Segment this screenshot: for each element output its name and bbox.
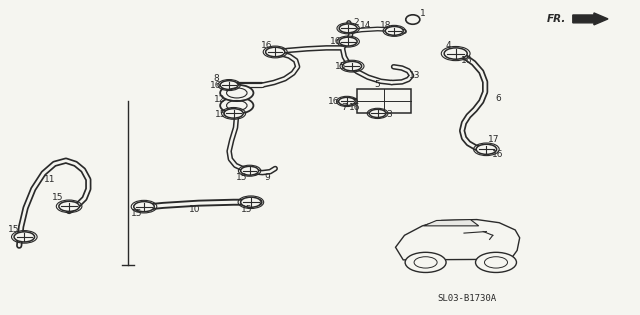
Text: 16: 16 — [328, 97, 340, 106]
Text: 16: 16 — [210, 81, 221, 89]
Text: 16: 16 — [330, 37, 342, 46]
Circle shape — [59, 201, 79, 211]
Polygon shape — [424, 220, 479, 226]
Circle shape — [476, 252, 516, 272]
Circle shape — [224, 109, 243, 118]
Text: 15: 15 — [8, 226, 20, 234]
Circle shape — [342, 61, 362, 71]
Text: 8: 8 — [214, 74, 219, 83]
Text: FR.: FR. — [547, 14, 566, 24]
Ellipse shape — [406, 15, 420, 24]
Text: 15: 15 — [335, 62, 347, 71]
Circle shape — [220, 81, 238, 89]
Text: 5: 5 — [375, 80, 380, 89]
Circle shape — [134, 202, 154, 212]
Polygon shape — [396, 220, 520, 260]
Text: 18: 18 — [380, 21, 392, 30]
Circle shape — [444, 48, 467, 59]
Circle shape — [339, 97, 355, 106]
Text: 2: 2 — [354, 18, 359, 27]
Text: 16: 16 — [349, 103, 361, 112]
Circle shape — [339, 24, 357, 33]
FancyArrow shape — [573, 13, 608, 25]
Circle shape — [220, 97, 253, 114]
Circle shape — [266, 47, 285, 57]
Text: 15: 15 — [236, 173, 248, 181]
Text: 6: 6 — [495, 94, 500, 103]
Text: 16: 16 — [461, 56, 473, 65]
Text: SL03-B1730A: SL03-B1730A — [438, 294, 497, 303]
Text: 15: 15 — [131, 209, 142, 218]
Text: 7: 7 — [342, 103, 347, 112]
Text: 10: 10 — [189, 205, 201, 214]
Text: 15: 15 — [241, 205, 252, 214]
Circle shape — [14, 232, 35, 242]
FancyBboxPatch shape — [357, 89, 411, 113]
Circle shape — [476, 144, 497, 154]
Text: 12: 12 — [214, 95, 225, 104]
Text: 15: 15 — [215, 110, 227, 119]
Text: 15: 15 — [52, 193, 63, 202]
Circle shape — [385, 26, 403, 35]
Text: 9: 9 — [265, 173, 270, 181]
Circle shape — [241, 166, 259, 175]
Text: 11: 11 — [44, 175, 56, 184]
Text: 14: 14 — [360, 21, 372, 30]
Circle shape — [220, 85, 253, 101]
Text: 17: 17 — [488, 135, 500, 144]
Circle shape — [339, 37, 357, 46]
Circle shape — [369, 109, 386, 117]
Circle shape — [241, 197, 261, 207]
Circle shape — [405, 252, 446, 272]
Text: 13: 13 — [409, 71, 420, 80]
Text: 3: 3 — [387, 111, 392, 119]
Text: 4: 4 — [445, 41, 451, 50]
Text: 16: 16 — [261, 41, 273, 50]
Text: 1: 1 — [420, 9, 425, 18]
Text: 16: 16 — [492, 151, 504, 159]
